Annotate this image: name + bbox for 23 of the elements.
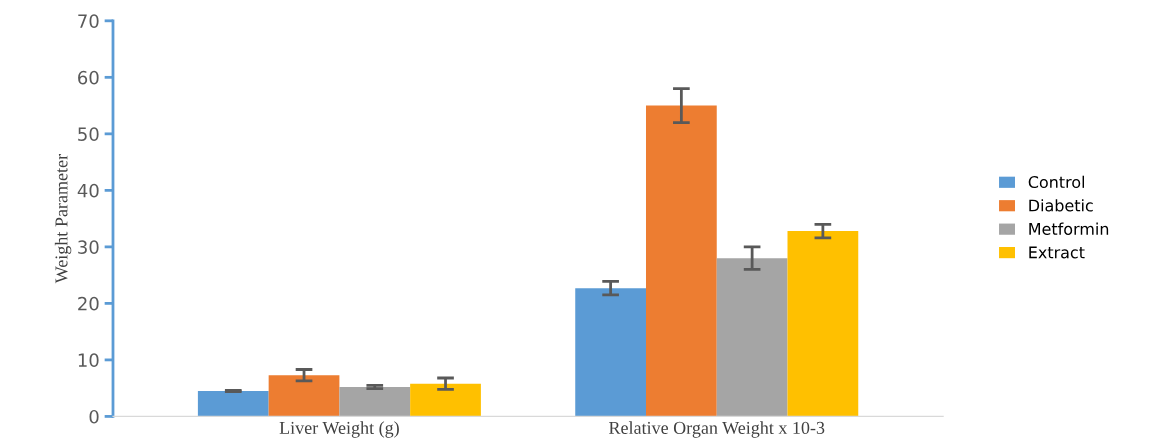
legend-label: Extract <box>1029 246 1085 259</box>
legend-label: Metformin <box>1029 222 1109 235</box>
y-tick-label: 40 <box>77 183 99 198</box>
y-tick-label: 70 <box>78 14 99 28</box>
bar <box>339 387 411 417</box>
y-tick-label: 30 <box>78 240 99 254</box>
bar <box>410 383 481 417</box>
y-tick-label: 20 <box>78 296 99 311</box>
legend-label: Control <box>1028 175 1085 189</box>
legend-label: Diabetic <box>1029 199 1093 212</box>
x-tick-label: Liver Weight (g) <box>279 421 399 438</box>
bar <box>787 231 859 417</box>
bar <box>575 288 646 417</box>
bar <box>716 258 788 417</box>
y-axis-title: Weight Parameter <box>54 154 72 284</box>
y-tick-label: 50 <box>78 127 99 141</box>
y-tick-label: 0 <box>89 409 99 424</box>
bar <box>197 390 269 417</box>
x-tick-label: Relative Organ Weight x 10-3 <box>609 421 825 438</box>
bar <box>268 375 340 417</box>
y-tick-label: 60 <box>78 70 99 85</box>
y-tick-label: 10 <box>78 353 99 368</box>
bar <box>645 105 717 417</box>
